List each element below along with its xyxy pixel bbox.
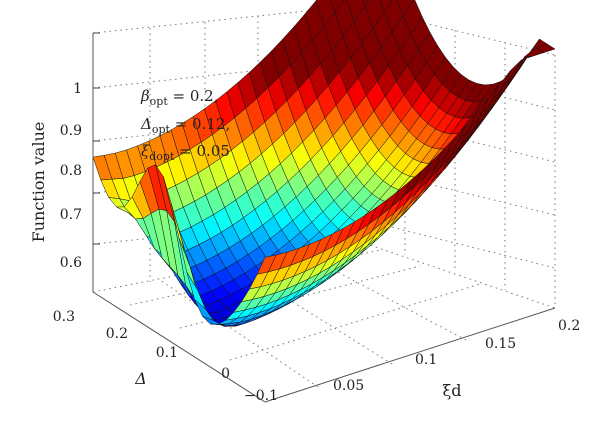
annotation-beta-line: βopt = 0.2, [140,87,219,108]
grid-line [299,251,467,341]
z-tick-label: 0.9 [60,123,82,139]
z-ticks: 0.6 0.7 0.8 0.9 1 [60,32,100,271]
delta-tick-label: −0.1 [244,388,278,404]
surface-mesh [92,0,556,327]
annotation-delta-line: Δopt = 0.12, [140,115,230,136]
z-tick-label: 0.7 [60,207,82,223]
delta-tick-label: 0.3 [53,309,75,325]
grid-line [92,239,356,293]
xi-tick-label: 0.1 [415,352,437,368]
z-tick-label: 0.6 [60,255,82,271]
delta-tick-label: 0.1 [156,345,178,361]
delta-ticks: 0.3 0.2 0.1 0 −0.1 [53,309,278,404]
surface-patch [505,56,526,88]
z-tick-label: 1 [73,81,82,97]
z-tick-label: 0.8 [60,163,82,179]
z-axis-label: Function value [29,122,48,243]
xi-tick-label: 0.2 [558,318,580,334]
surface-patch [535,43,556,53]
xi-axis-label: ξd [442,381,461,400]
xi-tick-label: 0.15 [485,336,516,352]
delta-axis-label: Δ [134,369,147,388]
xi-tick-label: 0.05 [333,378,364,394]
axes-frame [92,33,556,403]
annotation-xi-line: ξdopt = 0.05 [141,142,230,163]
surface-patch [362,0,371,7]
grid-line [354,239,556,309]
delta-tick-label: 0 [221,366,230,382]
xi-ticks: 0.05 0.1 0.15 0.2 [333,318,580,394]
optimum-annotation: βopt = 0.2, Δopt = 0.12, ξdopt = 0.05 [140,87,230,163]
xi-axis-line [264,307,556,403]
delta-axis-line [92,291,266,403]
delta-tick-label: 0.2 [106,326,128,342]
